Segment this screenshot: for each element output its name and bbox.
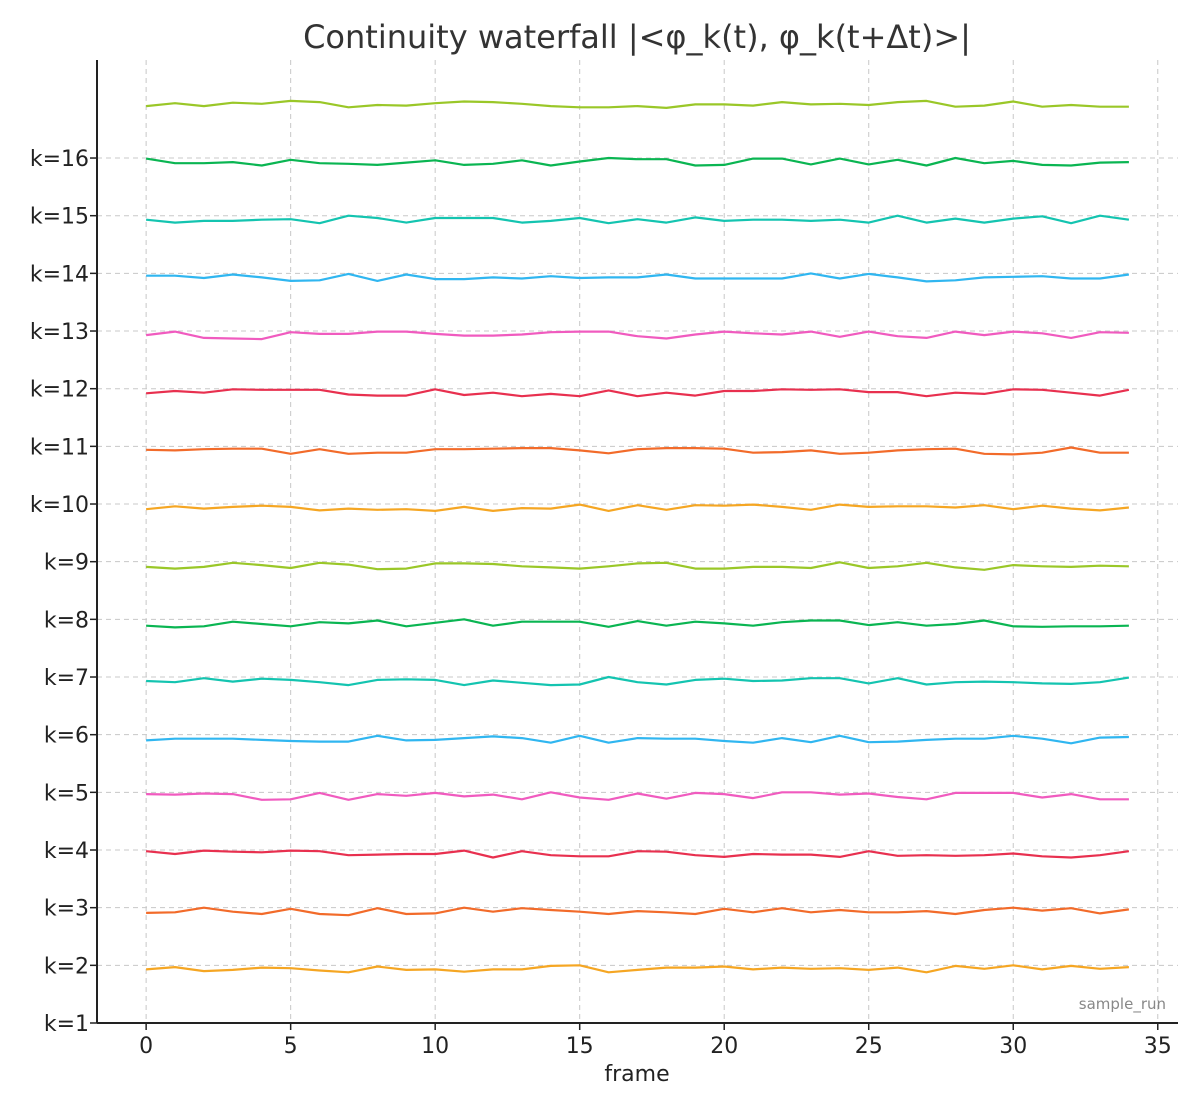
series-line-8 xyxy=(146,561,1129,571)
series-line-1 xyxy=(146,964,1129,974)
x-tick-label: 35 xyxy=(1144,1034,1172,1059)
y-tick-label: k=16 xyxy=(30,147,89,172)
y-tick-label: k=1 xyxy=(44,1012,89,1037)
x-tick-label: 0 xyxy=(139,1034,153,1059)
grid-layer xyxy=(97,60,1178,1024)
y-tick-label: k=4 xyxy=(44,839,89,864)
x-tick-label: 10 xyxy=(421,1034,449,1059)
series-line-11 xyxy=(146,388,1130,398)
y-tick-label: k=6 xyxy=(44,724,89,749)
axes xyxy=(96,60,1178,1024)
series-line-10 xyxy=(146,446,1129,456)
y-tick-label: k=3 xyxy=(44,897,89,922)
series-line-13 xyxy=(146,272,1130,283)
series-line-4 xyxy=(146,791,1129,801)
y-tick-label: k=13 xyxy=(30,320,89,345)
y-tick-label: k=12 xyxy=(30,378,89,403)
tick-layer: 0 5 10 15 20 25 30 35 k=1 k=2 k=3 k=4 k=5 k=6 k=7 k=8 k=… xyxy=(30,147,1172,1059)
series-line-2 xyxy=(146,906,1130,917)
x-tick-label: 5 xyxy=(284,1034,298,1059)
series-layer xyxy=(145,99,1130,974)
y-tick-label: k=7 xyxy=(44,666,89,691)
series-line-5 xyxy=(146,734,1129,745)
series-line-7 xyxy=(146,618,1129,629)
y-tick-label: k=8 xyxy=(44,608,89,633)
series-line-16 xyxy=(145,99,1129,110)
series-line-3 xyxy=(145,849,1130,859)
y-tick-label: k=11 xyxy=(30,435,89,460)
y-tick-label: k=5 xyxy=(44,781,89,806)
y-tick-label: k=2 xyxy=(44,954,89,979)
y-tick-label: k=10 xyxy=(30,493,89,518)
series-line-6 xyxy=(146,675,1130,687)
x-axis-label: frame xyxy=(604,1062,669,1087)
series-line-15 xyxy=(145,156,1129,167)
x-tick-label: 15 xyxy=(566,1034,594,1059)
x-tick-label: 30 xyxy=(999,1034,1027,1059)
x-tick-label: 25 xyxy=(855,1034,883,1059)
series-line-9 xyxy=(145,503,1130,512)
y-tick-label: k=15 xyxy=(30,205,89,230)
y-tick-label: k=9 xyxy=(44,551,89,576)
y-tick-label: k=14 xyxy=(30,262,89,287)
series-line-12 xyxy=(145,330,1129,341)
run-annotation: sample_run xyxy=(1079,995,1166,1014)
series-line-14 xyxy=(145,214,1130,225)
x-tick-label: 20 xyxy=(710,1034,738,1059)
chart-title: Continuity waterfall |<φ_k(t), φ_k(t+Δt)… xyxy=(303,18,971,56)
